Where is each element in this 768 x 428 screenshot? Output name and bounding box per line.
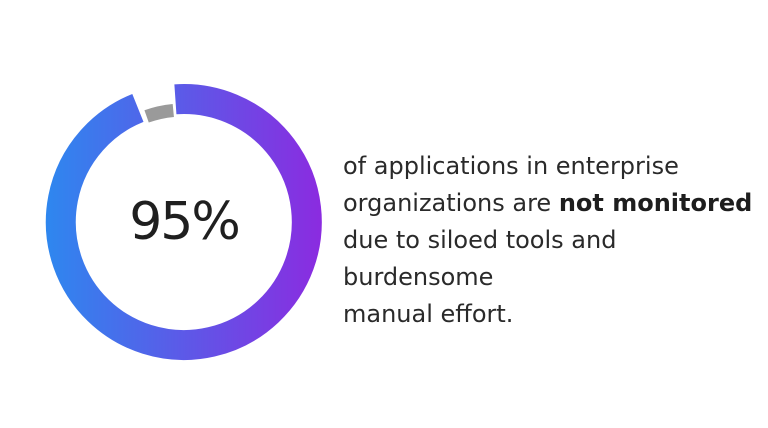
stat-description-before: of applications in enterprise organizati… bbox=[343, 152, 679, 217]
donut-center-label: 95% bbox=[129, 192, 241, 252]
stat-description: of applications in enterprise organizati… bbox=[343, 148, 753, 333]
donut-arc-main bbox=[45, 84, 322, 361]
stat-description-bold: not monitored bbox=[558, 189, 753, 217]
stat-description-after: due to siloed tools and burdensome manua… bbox=[343, 226, 617, 328]
donut-arc-remainder bbox=[144, 104, 175, 123]
